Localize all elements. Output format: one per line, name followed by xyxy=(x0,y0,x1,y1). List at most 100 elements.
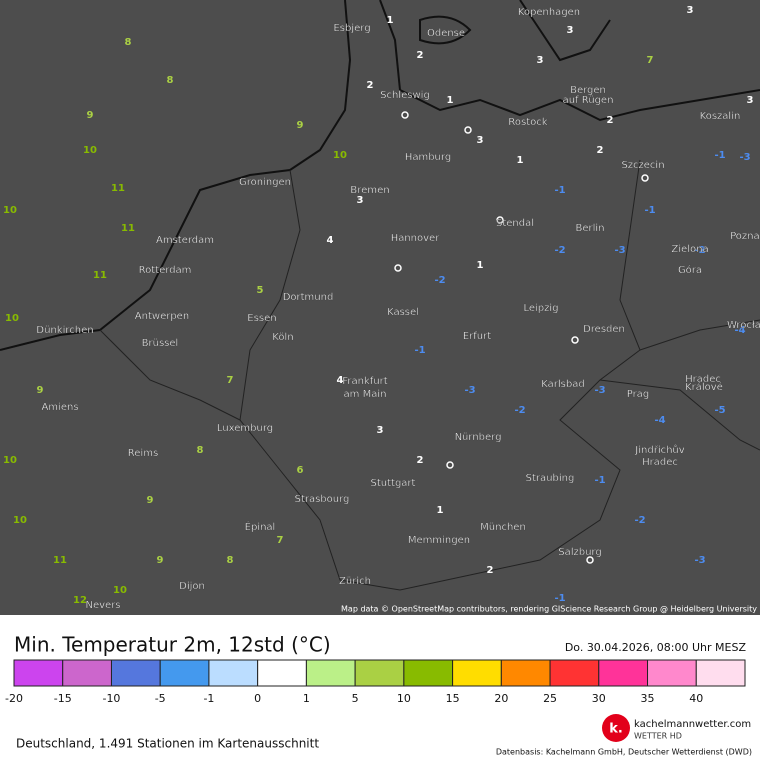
station-value: 9 xyxy=(87,110,94,121)
legend-swatch xyxy=(110,659,161,687)
city-label: Salzburg xyxy=(558,547,601,558)
station-value: -1 xyxy=(594,475,605,486)
city-label: Poznań xyxy=(730,230,760,242)
station-zero xyxy=(464,126,472,134)
station-value: 1 xyxy=(517,155,524,166)
legend-tick-label: 10 xyxy=(397,692,411,705)
legend-swatch xyxy=(598,659,649,687)
city-label: Épinal xyxy=(245,520,276,533)
station-value: 10 xyxy=(113,585,127,596)
legend-tick-label: 35 xyxy=(641,692,655,705)
station-value: 6 xyxy=(297,465,304,476)
city-label: Schleswig xyxy=(380,90,430,101)
city-label: Stuttgart xyxy=(371,478,416,489)
station-value: 2 xyxy=(417,50,424,61)
station-value: 3 xyxy=(357,195,364,206)
city-label: Leipzig xyxy=(523,303,558,314)
station-value: 9 xyxy=(297,120,304,131)
legend-tick-label: 5 xyxy=(352,692,359,705)
station-value: 9 xyxy=(157,555,164,566)
city-label: Reims xyxy=(128,448,158,459)
legend-tick-label: -10 xyxy=(102,692,120,705)
legend-tick-label: -15 xyxy=(54,692,72,705)
station-value: 10 xyxy=(333,150,347,161)
legend-tick-label: 0 xyxy=(254,692,261,705)
city-label: Zürich xyxy=(339,576,371,587)
city-label: Frankfurt xyxy=(342,376,387,387)
city-label: Amiens xyxy=(41,402,78,413)
station-value: 10 xyxy=(83,145,97,156)
legend-tick-label: 30 xyxy=(592,692,606,705)
station-value: -1 xyxy=(554,593,565,604)
station-value: 2 xyxy=(607,115,614,126)
footer-stations: Deutschland, 1.491 Stationen im Kartenau… xyxy=(16,737,319,751)
city-label: Strasbourg xyxy=(295,494,350,505)
city-label: Memmingen xyxy=(408,535,470,546)
station-value: -3 xyxy=(739,152,750,163)
legend-swatch xyxy=(695,659,746,687)
legend-tick-label: 15 xyxy=(446,692,460,705)
legend-title: Min. Temperatur 2m, 12std (°C) xyxy=(14,633,331,657)
station-value: 11 xyxy=(93,270,107,281)
city-label: Dresden xyxy=(583,324,625,335)
city-label: Wrocław xyxy=(727,320,760,331)
coastlines xyxy=(0,0,760,351)
city-label: Prag xyxy=(627,389,649,400)
legend-tick-label: -5 xyxy=(155,692,166,705)
legend-swatch xyxy=(159,659,210,687)
city-label: Luxemburg xyxy=(217,423,273,434)
city-label: Zielona xyxy=(671,244,708,255)
legend-tick-label: -20 xyxy=(5,692,23,705)
station-value: 1 xyxy=(477,260,484,271)
station-value: 1 xyxy=(447,95,454,106)
station-value: 2 xyxy=(487,565,494,576)
legend-swatch xyxy=(257,659,307,687)
station-zero xyxy=(641,174,649,182)
city-label: Groningen xyxy=(239,177,291,188)
city-label: Rostock xyxy=(508,117,547,128)
station-value: -2 xyxy=(514,405,525,416)
station-value: -2 xyxy=(554,245,565,256)
station-value: 11 xyxy=(121,223,135,234)
station-value: 3 xyxy=(537,55,544,66)
station-value: -2 xyxy=(694,245,705,256)
city-label: Essen xyxy=(247,313,276,324)
station-value: 5 xyxy=(257,285,264,296)
station-value: 11 xyxy=(111,183,125,194)
legend-swatch xyxy=(62,659,112,687)
city-label: Straubing xyxy=(526,473,575,484)
legend-swatch xyxy=(208,659,259,687)
legend-swatch xyxy=(647,659,697,687)
legend-tick-label: 20 xyxy=(494,692,508,705)
legend-swatch xyxy=(452,659,502,687)
city-label: Erfurt xyxy=(463,331,491,342)
legend-swatch xyxy=(13,659,64,687)
city-label: auf Rügen xyxy=(563,95,614,106)
city-label: Brüssel xyxy=(142,338,179,349)
station-value: 3 xyxy=(747,95,754,106)
city-label: Nürnberg xyxy=(455,432,502,443)
station-value: -1 xyxy=(414,345,425,356)
city-label: Králové xyxy=(685,381,723,393)
city-label: Hamburg xyxy=(405,152,451,163)
station-value: 3 xyxy=(477,135,484,146)
station-value: 11 xyxy=(53,555,67,566)
legend-swatch xyxy=(403,659,454,687)
station-value: -5 xyxy=(714,405,725,416)
station-value: 4 xyxy=(337,375,344,386)
station-value: -4 xyxy=(654,415,665,426)
city-label: Nevers xyxy=(85,600,120,611)
city-label: am Main xyxy=(344,389,387,400)
station-value: 9 xyxy=(37,385,44,396)
brand: kachelmannwetter.com xyxy=(634,719,751,730)
logo-text: k. xyxy=(609,722,623,737)
station-value: 3 xyxy=(377,425,384,436)
city-label: Amsterdam xyxy=(156,235,214,246)
station-value: -2 xyxy=(634,515,645,526)
city-label: Bremen xyxy=(350,185,389,196)
station-value: 2 xyxy=(597,145,604,156)
station-value: -2 xyxy=(434,275,445,286)
borders xyxy=(99,159,760,591)
city-label: Hradec xyxy=(642,457,678,468)
